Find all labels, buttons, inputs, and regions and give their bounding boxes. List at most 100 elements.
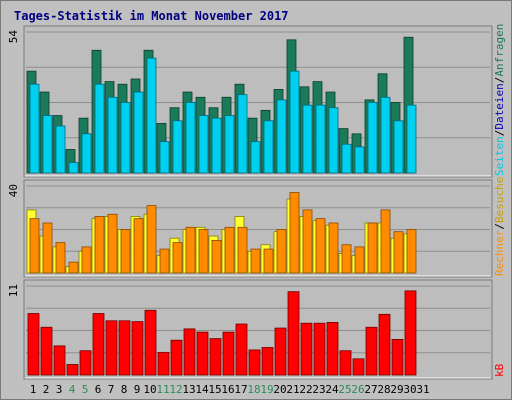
bar-rechner [237, 226, 248, 274]
bar-kb [131, 321, 144, 376]
x-tick-label: 26 [351, 383, 364, 396]
x-tick-label: 1 [30, 383, 37, 396]
bar-kb [248, 349, 261, 376]
bar-dateien [159, 141, 170, 174]
bar-dateien [29, 83, 40, 174]
legend: Rechner/Besuche [493, 177, 506, 276]
x-tick-label: 30 [403, 383, 416, 396]
bar-kb [105, 320, 118, 376]
bar-dateien [107, 96, 118, 174]
x-tick-label: 14 [195, 383, 209, 396]
legend-dateien: Dateien [493, 83, 506, 129]
bar-dateien [328, 107, 339, 174]
legend-seiten: Seiten [493, 136, 506, 176]
chart-title: Tages-Statistik im Monat November 2017 [14, 9, 289, 23]
bar-rechner [328, 222, 339, 274]
bar-dateien [120, 102, 131, 174]
bar-kb [157, 351, 170, 376]
bar-rechner [276, 229, 287, 274]
bar-dateien [341, 143, 352, 174]
x-tick-label: 29 [390, 383, 403, 396]
bar-rechner [185, 226, 196, 274]
bar-rechner [406, 229, 417, 274]
x-tick-label: 16 [221, 383, 234, 396]
bar-kb [144, 309, 157, 376]
bar-rechner [250, 248, 261, 274]
bar-rechner [224, 226, 235, 274]
legend-separator: / [493, 223, 506, 230]
x-tick-label: 2 [43, 383, 50, 396]
bar-dateien [68, 162, 79, 174]
bar-rechner [120, 229, 131, 274]
bar-dateien [354, 146, 365, 174]
bar-kb [391, 338, 404, 376]
bar-kb [404, 290, 417, 376]
bar-dateien [237, 94, 248, 174]
bar-dateien [81, 133, 92, 174]
x-tick-label: 27 [364, 383, 377, 396]
x-tick-label: 13 [182, 383, 195, 396]
bar-rechner [68, 261, 79, 274]
bar-dateien [263, 120, 274, 174]
bar-kb [222, 331, 235, 376]
x-tick-label: 18 [247, 383, 260, 396]
y-max-label: 54 [7, 30, 20, 44]
legend-rechner: Rechner [493, 229, 506, 276]
bar-dateien [276, 99, 287, 174]
bar-rechner [133, 218, 144, 274]
x-tick-label: 15 [208, 383, 221, 396]
x-tick-label: 9 [134, 383, 141, 396]
x-tick-label: 6 [95, 383, 102, 396]
bar-dateien [211, 117, 222, 174]
x-tick-label: 19 [260, 383, 273, 396]
x-tick-label: 23 [312, 383, 325, 396]
bar-dateien [42, 115, 53, 174]
bar-kb [40, 326, 53, 376]
bar-dateien [393, 120, 404, 174]
y-max-label: 40 [7, 184, 20, 197]
bar-dateien [198, 115, 209, 174]
x-tick-label: 24 [325, 383, 339, 396]
bar-kb [339, 350, 352, 376]
x-tick-label: 10 [143, 383, 156, 396]
bar-kb [196, 331, 209, 376]
bar-dateien [133, 91, 144, 174]
x-tick-label: 20 [273, 383, 286, 396]
x-tick-label: 22 [299, 383, 312, 396]
bar-kb [261, 347, 274, 376]
bar-dateien [315, 104, 326, 174]
bar-kb [235, 323, 248, 376]
bar-rechner [367, 222, 378, 274]
y-max-label: 11 [7, 284, 20, 297]
bar-dateien [172, 120, 183, 174]
legend: Seiten/Dateien/Anfragen [493, 24, 506, 176]
x-tick-label: 17 [234, 383, 247, 396]
x-tick-label: 28 [377, 383, 390, 396]
bar-dateien [146, 57, 157, 174]
bar-rechner [29, 218, 40, 274]
bar-rechner [42, 222, 53, 274]
bar-dateien [224, 115, 235, 174]
x-tick-label: 5 [82, 383, 89, 396]
bar-dateien [302, 104, 313, 174]
bar-kb [313, 322, 326, 376]
panel-middle: 40 [7, 179, 493, 278]
bar-kb [274, 327, 287, 376]
x-tick-label: 12 [169, 383, 182, 396]
bar-kb [365, 326, 378, 376]
legend-separator: / [493, 130, 506, 137]
bar-rechner [81, 246, 92, 274]
bar-dateien [380, 96, 391, 174]
legend-kb: kB [493, 363, 506, 377]
bar-kb [326, 322, 339, 376]
bar-kb [183, 328, 196, 376]
bar-dateien [367, 102, 378, 174]
bar-kb [300, 322, 313, 376]
bar-kb [118, 320, 131, 376]
bar-rechner [107, 213, 118, 274]
x-tick-label: 25 [338, 383, 351, 396]
panel-top: 54 [7, 25, 493, 178]
bar-kb [79, 350, 92, 376]
bar-kb [27, 313, 40, 376]
